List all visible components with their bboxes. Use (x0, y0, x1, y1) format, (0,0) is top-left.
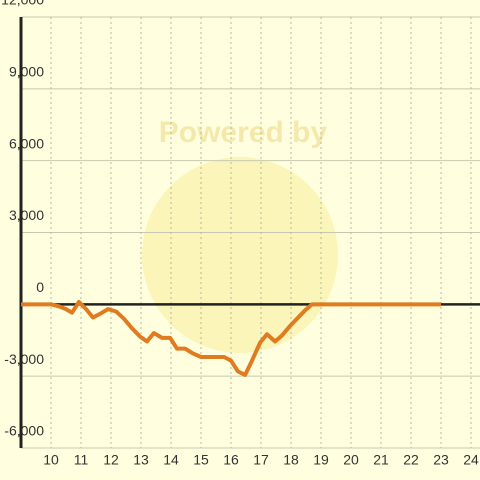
x-tick-label: 22 (403, 452, 419, 468)
data-line (21, 299, 441, 377)
y-tick-label: 0 (36, 279, 44, 295)
x-tick-label: 23 (433, 452, 449, 468)
x-tick-label: 20 (343, 452, 359, 468)
y-tick-label: -3,000 (4, 351, 44, 367)
x-tick-label: 11 (74, 452, 89, 468)
x-tick-label: 21 (373, 452, 389, 468)
x-tick-label: 17 (253, 452, 269, 468)
y-tick-label: 9,000 (9, 64, 44, 80)
x-tick-label: 14 (163, 452, 179, 468)
x-tick-label: 13 (133, 452, 149, 468)
x-tick-label: 24 (463, 452, 479, 468)
x-tick-label: 12 (103, 452, 119, 468)
y-tick-label: 12,000 (1, 0, 44, 8)
x-tick-label: 10 (43, 452, 59, 468)
y-tick-label: -6,000 (4, 423, 44, 439)
x-tick-label: 18 (283, 452, 299, 468)
x-tick-label: 16 (223, 452, 239, 468)
y-tick-label: 6,000 (9, 135, 44, 151)
y-tick-label: 3,000 (9, 207, 44, 223)
x-tick-label: 15 (193, 452, 209, 468)
x-tick-label: 19 (313, 452, 329, 468)
watermark: Powered by (159, 116, 328, 149)
